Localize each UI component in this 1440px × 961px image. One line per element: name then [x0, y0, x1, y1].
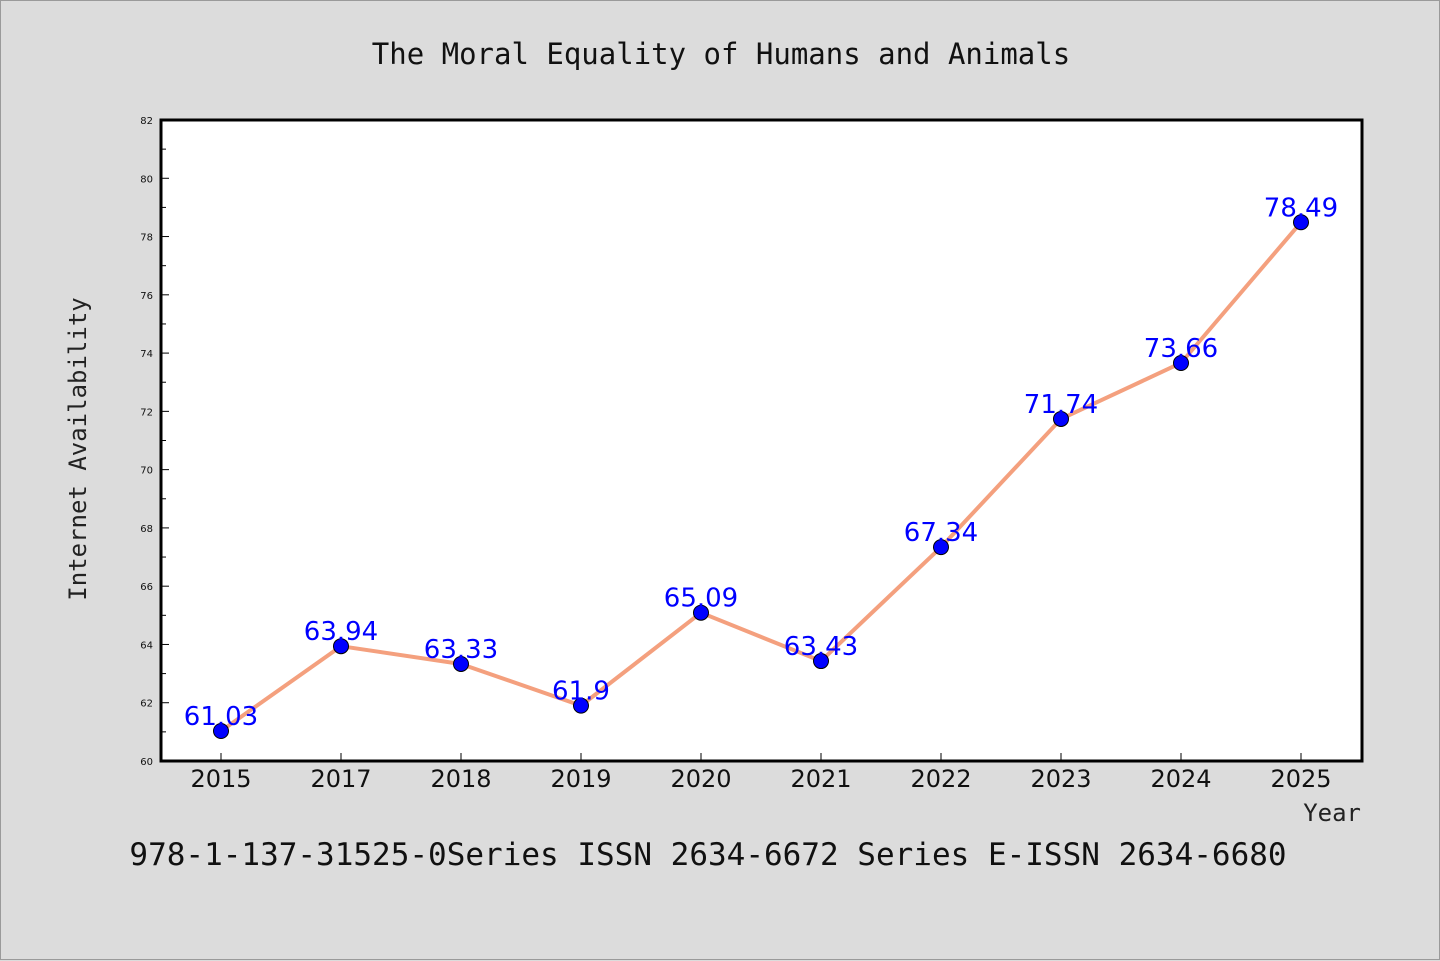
- data-point: [573, 697, 589, 714]
- data-label: 63.33: [424, 635, 498, 665]
- x-tick-label: 2017: [310, 765, 371, 793]
- y-tick-label: 76: [140, 291, 153, 302]
- plot-border: [159, 118, 1364, 763]
- x-tick-label: 2025: [1270, 765, 1331, 793]
- x-axis-title: Year: [1303, 799, 1361, 827]
- data-point: [1293, 214, 1309, 231]
- chart-title: The Moral Equality of Humans and Animals: [372, 37, 1070, 71]
- x-tick-label: 2023: [1030, 765, 1091, 793]
- y-tick-label: 74: [140, 349, 153, 360]
- data-label: 67.34: [904, 518, 978, 548]
- series-layer: 61.03 63.94 63.33 61.9 65.09 63.43 67.34 71.74 7…: [184, 193, 1338, 739]
- y-tick-label: 70: [140, 466, 153, 477]
- y-axis-title: Internet Availability: [64, 297, 92, 600]
- y-tick-label: 64: [140, 640, 153, 651]
- x-tick-label: 2022: [910, 765, 971, 793]
- data-label: 71.74: [1024, 390, 1098, 420]
- plot-area: [161, 120, 1362, 761]
- y-tick-label: 78: [140, 233, 153, 244]
- y-axis: 60 62 64 66 68 70 72 74 76 78 80 82: [140, 116, 169, 768]
- data-point: [213, 722, 229, 739]
- data-label: 65.09: [664, 584, 738, 614]
- data-label: 61.9: [552, 677, 610, 707]
- y-tick-label: 60: [140, 757, 153, 768]
- y-tick-label: 72: [140, 407, 153, 418]
- data-point: [693, 604, 709, 621]
- y-tick-label: 80: [140, 174, 153, 185]
- data-point: [813, 653, 829, 670]
- y-tick-label: 62: [140, 699, 153, 710]
- y-tick-label: 66: [140, 582, 153, 593]
- series-line: [219, 220, 1303, 733]
- y-tick-label: 82: [140, 116, 153, 127]
- data-point: [1053, 410, 1069, 427]
- x-axis: 2015 2017 2018 2019 2020 2021 2022 2023 2024 2025: [190, 753, 1332, 793]
- data-label: 61.03: [184, 702, 258, 732]
- data-point: [1173, 354, 1189, 371]
- x-tick-label: 2021: [790, 765, 851, 793]
- x-tick-label: 2015: [190, 765, 251, 793]
- data-label: 78.49: [1264, 193, 1338, 223]
- x-tick-label: 2018: [430, 765, 491, 793]
- data-label: 63.94: [304, 617, 378, 647]
- data-point: [933, 539, 949, 556]
- x-tick-label: 2020: [670, 765, 731, 793]
- data-point: [453, 655, 469, 672]
- y-tick-label: 68: [140, 524, 153, 535]
- x-tick-label: 2019: [550, 765, 611, 793]
- x-tick-label: 2024: [1150, 765, 1211, 793]
- footer-text: 978-1-137-31525-0Series ISSN 2634-6672 S…: [129, 837, 1286, 873]
- data-point: [333, 638, 349, 655]
- data-label: 73.66: [1144, 334, 1218, 364]
- data-label: 63.43: [784, 632, 858, 662]
